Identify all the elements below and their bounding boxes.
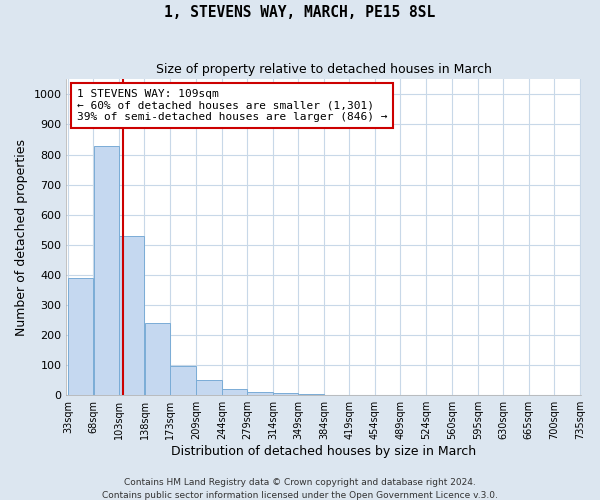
Title: Size of property relative to detached houses in March: Size of property relative to detached ho… <box>156 62 492 76</box>
Bar <box>119 236 144 394</box>
Bar <box>170 366 196 394</box>
Text: 1, STEVENS WAY, MARCH, PE15 8SL: 1, STEVENS WAY, MARCH, PE15 8SL <box>164 5 436 20</box>
Bar <box>68 278 93 394</box>
Bar <box>247 392 272 394</box>
Bar <box>94 146 119 394</box>
Bar <box>222 388 247 394</box>
Text: 1 STEVENS WAY: 109sqm
← 60% of detached houses are smaller (1,301)
39% of semi-d: 1 STEVENS WAY: 109sqm ← 60% of detached … <box>77 89 387 122</box>
Bar <box>273 393 298 394</box>
Y-axis label: Number of detached properties: Number of detached properties <box>15 138 28 336</box>
Text: Contains HM Land Registry data © Crown copyright and database right 2024.
Contai: Contains HM Land Registry data © Crown c… <box>102 478 498 500</box>
X-axis label: Distribution of detached houses by size in March: Distribution of detached houses by size … <box>172 444 476 458</box>
Bar <box>196 380 221 394</box>
Bar <box>145 322 170 394</box>
